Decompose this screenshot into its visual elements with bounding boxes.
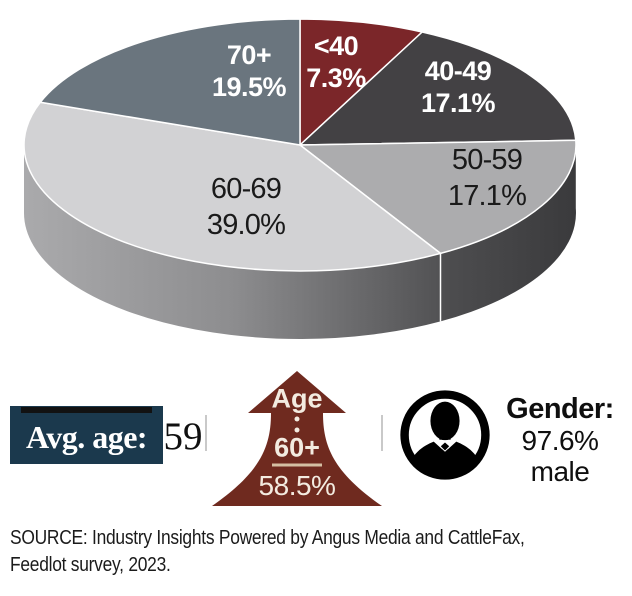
pie-side-wall-60-69 [24, 145, 441, 339]
avg-age-label: Avg. age: [25, 419, 148, 455]
pie-3d-svg [23, 18, 577, 339]
pie-slice-70-plus[interactable] [39, 18, 301, 146]
arrow-age-title: Age [271, 383, 323, 414]
avg-age-box-top-strip [21, 407, 152, 413]
pie-label-percent: 19.5% [211, 72, 287, 102]
gender-block: Gender: 97.6% male [494, 393, 626, 487]
up-arrow-icon [212, 371, 382, 506]
gender-label: Gender: [506, 393, 614, 425]
pie-label-category: 50-59 [451, 144, 523, 176]
divider-right [381, 415, 383, 451]
source-note: SOURCE: Industry Insights Powered by Ang… [10, 525, 525, 579]
pie-label-category: 40-49 [424, 56, 492, 86]
gender-unit: male [530, 456, 590, 487]
pie-label-70-plus: 70+ 19.5% [211, 39, 287, 103]
arrow-dot [294, 416, 300, 422]
pie-label-category: 60-69 [210, 173, 282, 205]
gender-value: 97.6% [521, 425, 599, 456]
pie-side-wall-50-59 [440, 140, 576, 322]
pie-label-40-49: 40-49 17.1% [420, 55, 496, 119]
source-line-1: SOURCE: Industry Insights Powered by Ang… [10, 527, 525, 549]
up-arrow-shape [212, 371, 382, 506]
avg-age-box: Avg. age: [10, 406, 163, 464]
pie-label-60-69: 60-69 39.0% [206, 171, 286, 243]
pie-label-percent: 17.1% [447, 180, 527, 212]
age-pie-chart: <40 7.3% 40-49 17.1% 50-59 17.1% 60-69 3… [23, 18, 577, 339]
pie-slice-50-59[interactable] [299, 139, 577, 255]
arrow-age-group: 60+ [274, 432, 320, 463]
divider-left [205, 415, 207, 451]
pie-slice-40-49[interactable] [299, 31, 577, 146]
pie-label-percent: 7.3% [306, 63, 366, 93]
arrow-dot [294, 427, 300, 433]
pie-label-category: <40 [313, 31, 359, 61]
pie-label-50-59: 50-59 17.1% [447, 142, 527, 214]
source-line-2: Feedlot survey, 2023. [10, 554, 171, 576]
pie-label-category: 70+ [226, 40, 272, 70]
pie-slice-60-69[interactable] [23, 101, 442, 272]
pie-label-percent: 39.0% [206, 209, 286, 241]
pie-label-percent: 17.1% [420, 88, 496, 118]
person-icon [400, 390, 490, 480]
pie-label-under-40: <40 7.3% [306, 30, 366, 94]
person-silhouette [405, 401, 485, 475]
pie-slice-under-40[interactable] [299, 18, 423, 146]
arrow-age-value: 58.5% [258, 470, 336, 501]
arrow-underline [272, 463, 322, 467]
avg-age-value: 59 [163, 415, 203, 458]
